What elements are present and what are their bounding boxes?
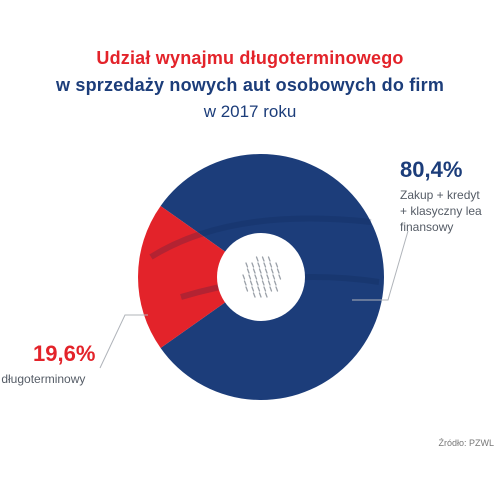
- slice-blue-value-label: 80,4%: [400, 157, 463, 182]
- slice-red-value-label: 19,6%: [33, 341, 96, 366]
- center-pattern-icon: [242, 256, 282, 298]
- slice-blue-category-label: Zakup + kredyt + klasyczny lea finansowy: [400, 187, 482, 235]
- slice-blue-category-line: finansowy: [400, 220, 454, 234]
- chart-title-line-3: w 2017 roku: [203, 102, 297, 121]
- slice-blue-category-line: Zakup + kredyt: [400, 188, 480, 202]
- chart-title-line-2: w sprzedaży nowych aut osobowych do firm: [55, 75, 445, 95]
- chart-title-line-1: Udział wynajmu długoterminowego: [96, 48, 404, 68]
- pie-center-hole: [217, 233, 305, 321]
- leader-line-blue: [352, 230, 409, 301]
- slice-red-category-label: m długoterminowy: [0, 372, 86, 386]
- pie-slice-red: [138, 205, 261, 349]
- source-note: Źródło: PZWL: [438, 438, 494, 448]
- slice-blue-category-line: + klasyczny lea: [400, 204, 482, 218]
- leader-line-red: [99, 314, 148, 369]
